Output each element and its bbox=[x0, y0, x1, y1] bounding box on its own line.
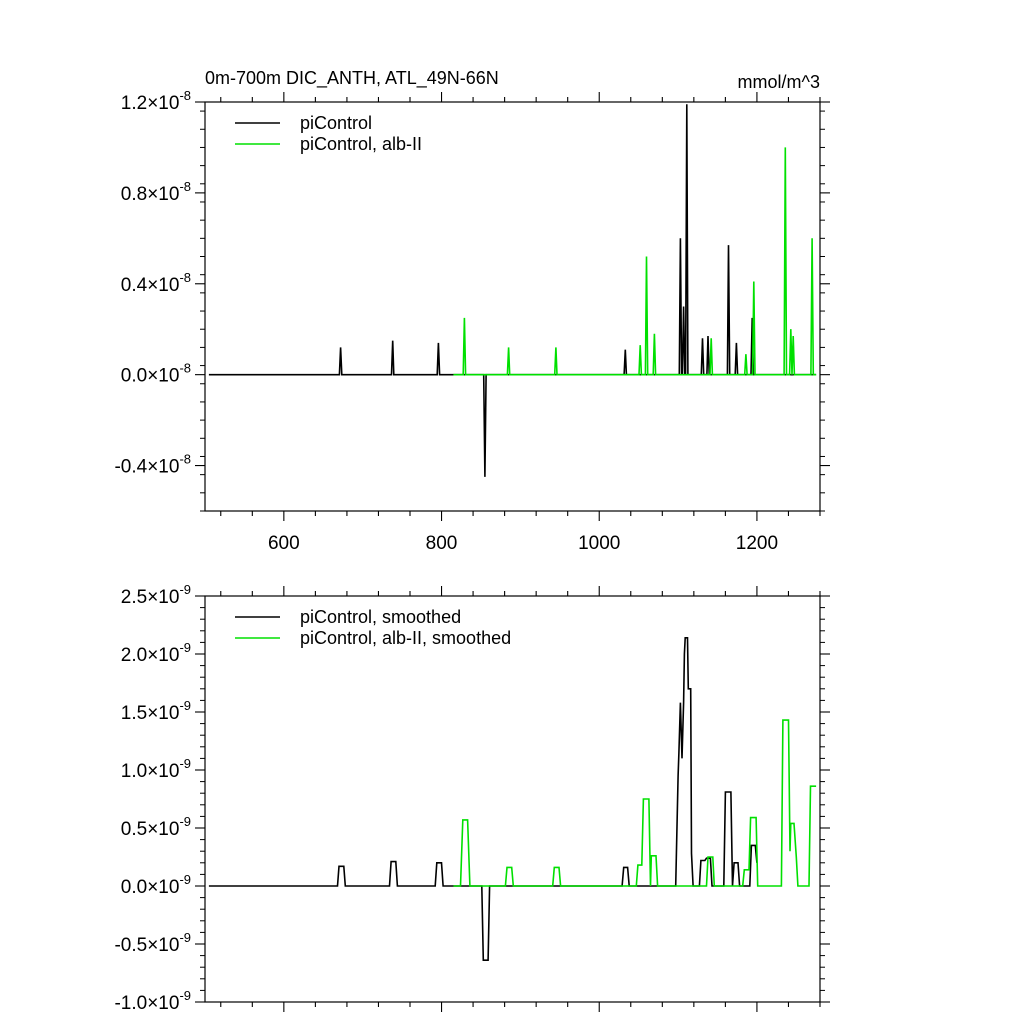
bottom-ytick-label: 1.0×10-9 bbox=[121, 756, 191, 782]
top-series-0-line bbox=[208, 104, 817, 477]
top-chart-panel: 0m-700m DIC_ANTH, ATL_49N-66N mmol/m^3 6… bbox=[114, 68, 830, 554]
top-ytick-label: 0.8×10-8 bbox=[121, 179, 191, 205]
bottom-ytick-label: 2.0×10-9 bbox=[121, 640, 191, 666]
top-chart-title: 0m-700m DIC_ANTH, ATL_49N-66N bbox=[205, 68, 499, 89]
bottom-ytick-label: -1.0×10-9 bbox=[114, 988, 191, 1014]
top-xtick-label: 1000 bbox=[578, 533, 620, 554]
bottom-axis-ticks: -1.0×10-9 -0.5×10-9 0.0×10-9 0.5×10-9 1.0×10… bbox=[114, 582, 830, 1014]
bottom-legend-label: piControl, smoothed bbox=[300, 607, 461, 627]
bottom-ytick-label: 1.5×10-9 bbox=[121, 698, 191, 724]
bottom-ytick-label: 0.0×10-9 bbox=[121, 872, 191, 898]
bottom-plot-frame bbox=[204, 595, 821, 1003]
top-ytick-label: 0.4×10-8 bbox=[121, 270, 191, 296]
bottom-legend-label: piControl, alb-II, smoothed bbox=[300, 628, 511, 648]
top-ytick-label: 0.0×10-8 bbox=[121, 361, 191, 387]
top-legend-label: piControl, alb-II bbox=[300, 134, 422, 154]
bottom-series-0-line bbox=[208, 637, 758, 961]
bottom-ytick-label: -0.5×10-9 bbox=[114, 930, 191, 956]
top-series-lines bbox=[208, 104, 817, 477]
top-ytick-label: 1.2×10-8 bbox=[121, 88, 191, 114]
top-legend-label: piControl bbox=[300, 113, 372, 133]
top-ytick-label: -0.4×10-8 bbox=[114, 452, 191, 478]
top-series-1-line bbox=[453, 147, 817, 376]
bottom-ytick-label: 2.5×10-9 bbox=[121, 582, 191, 608]
top-xtick-label: 800 bbox=[426, 533, 458, 554]
top-xtick-label: 600 bbox=[268, 533, 300, 554]
bottom-ytick-label: 0.5×10-9 bbox=[121, 814, 191, 840]
bottom-chart-panel: -1.0×10-9 -0.5×10-9 0.0×10-9 0.5×10-9 1.0×10… bbox=[114, 582, 830, 1014]
top-plot-frame bbox=[204, 101, 821, 512]
top-chart-units: mmol/m^3 bbox=[738, 72, 820, 92]
bottom-series-1-line bbox=[453, 719, 817, 887]
top-xtick-label: 1200 bbox=[736, 533, 778, 554]
top-axis-ticks: 600 800 1000 1200 -0.4×10-8 0.0×10-8 0.4×10-8 0… bbox=[114, 88, 830, 554]
bottom-series-lines bbox=[208, 637, 817, 961]
